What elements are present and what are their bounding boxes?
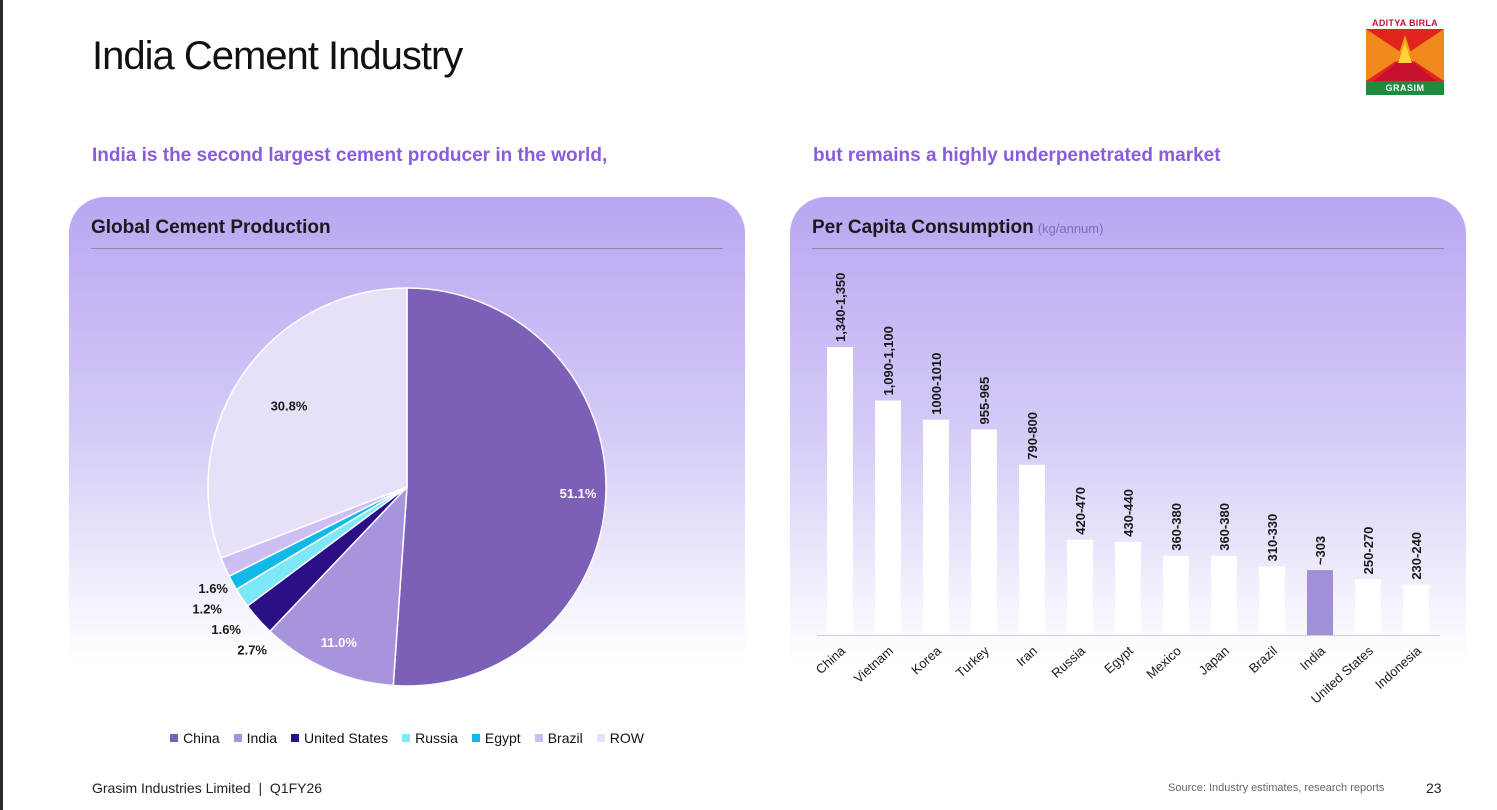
legend-swatch-united-states bbox=[291, 734, 300, 743]
legend-label-russia: Russia bbox=[415, 730, 458, 746]
bar-title-rule bbox=[812, 248, 1444, 249]
bar-category-label-russia: Russia bbox=[1048, 643, 1088, 681]
bar-brazil bbox=[1259, 566, 1285, 635]
bar-chart-title: Per Capita Consumption bbox=[812, 217, 1034, 238]
per-capita-panel: Per Capita Consumption (kg/annum) 1,340-1… bbox=[790, 197, 1466, 725]
bar-value-label-vietnam: 1,090-1,100 bbox=[881, 326, 896, 395]
bar-category-label-brazil: Brazil bbox=[1246, 643, 1280, 676]
bar-value-label-united-states: 250-270 bbox=[1361, 527, 1376, 575]
bar-value-label-egypt: 430-440 bbox=[1121, 489, 1136, 537]
logo-sun-icon bbox=[1366, 29, 1444, 81]
bar-value-label-iran: 790-800 bbox=[1025, 412, 1040, 460]
subhead-left: India is the second largest cement produ… bbox=[92, 145, 608, 166]
legend-item-united-states: United States bbox=[291, 730, 388, 746]
legend-swatch-brazil bbox=[534, 734, 543, 743]
footer-company: Grasim Industries Limited | Q1FY26 bbox=[92, 780, 323, 796]
aditya-birla-grasim-logo: ADITYA BIRLA GRASIM bbox=[1366, 18, 1444, 96]
bar-category-label-iran: Iran bbox=[1013, 643, 1040, 669]
pie-value-label-egypt: 1.2% bbox=[192, 602, 222, 617]
bar-category-label-egypt: Egypt bbox=[1101, 643, 1136, 677]
bar-chart-unit: (kg/annum) bbox=[1037, 221, 1104, 236]
legend-swatch-russia bbox=[402, 734, 411, 743]
legend-item-china: China bbox=[170, 730, 220, 746]
bar-chart-title-wrap: Per Capita Consumption (kg/annum) bbox=[812, 217, 1103, 239]
legend-swatch-china bbox=[170, 734, 179, 743]
pie-title-rule bbox=[91, 248, 723, 249]
bar-value-label-russia: 420-470 bbox=[1073, 487, 1088, 535]
bar-category-label-turkey: Turkey bbox=[953, 643, 993, 681]
bar-category-label-mexico: Mexico bbox=[1143, 643, 1184, 682]
global-production-panel: Global Cement Production 51.1% 11.0% 30.8%… bbox=[69, 197, 745, 746]
legend-swatch-row bbox=[596, 734, 605, 743]
legend-label-egypt: Egypt bbox=[484, 730, 521, 746]
bar-category-label-india: India bbox=[1297, 643, 1329, 674]
logo-bottom-text: GRASIM bbox=[1366, 81, 1444, 95]
pie-value-label-united-states: 2.7% bbox=[237, 643, 267, 658]
pie-chart: 51.1% 11.0% 30.8% 1.6% 1.2% 1.6% 2.7% bbox=[192, 287, 607, 687]
pie-chart-title: Global Cement Production bbox=[91, 217, 331, 238]
bar-japan bbox=[1211, 555, 1237, 635]
bar-indonesia bbox=[1403, 584, 1429, 635]
legend-label-brazil: Brazil bbox=[547, 730, 583, 746]
logo-top-text: ADITYA BIRLA bbox=[1372, 18, 1438, 28]
bar-value-label-brazil: 310-330 bbox=[1265, 514, 1280, 562]
pie-legend: China India United States Russia Egypt Brazil… bbox=[69, 730, 745, 746]
pie-value-label-china: 51.1% bbox=[560, 486, 597, 501]
pie-slice-india bbox=[268, 484, 408, 687]
legend-swatch-egypt bbox=[471, 734, 480, 743]
bar-category-label-indonesia: Indonesia bbox=[1372, 643, 1425, 692]
bar-value-label-indonesia: 230-240 bbox=[1409, 532, 1424, 580]
pie-value-label-brazil: 1.6% bbox=[198, 581, 228, 596]
bar-china bbox=[827, 347, 853, 635]
legend-item-russia: Russia bbox=[402, 730, 458, 746]
bar-vietnam bbox=[875, 400, 901, 635]
legend-label-united-states: United States bbox=[304, 730, 389, 746]
bar-value-label-korea: 1000-1010 bbox=[929, 353, 944, 415]
bar-category-label-china: China bbox=[813, 643, 849, 677]
bar-category-label-vietnam: Vietnam bbox=[851, 643, 896, 686]
bar-turkey bbox=[971, 429, 997, 635]
bar-russia bbox=[1067, 539, 1093, 635]
legend-swatch-india bbox=[233, 734, 242, 743]
bar-united-states bbox=[1355, 579, 1381, 635]
legend-label-row: ROW bbox=[609, 730, 644, 746]
bar-iran bbox=[1019, 464, 1045, 635]
pie-value-label-row: 30.8% bbox=[271, 399, 308, 414]
pie-slice-china bbox=[392, 287, 607, 687]
footer-source: Source: Industry estimates, research rep… bbox=[1168, 782, 1385, 794]
page-number: 23 bbox=[1426, 780, 1442, 796]
bar-category-label-korea: Korea bbox=[908, 643, 944, 678]
left-edge-line bbox=[0, 0, 3, 810]
bar-value-label-india: ~303 bbox=[1313, 536, 1328, 565]
pie-value-label-india: 11.0% bbox=[321, 635, 358, 650]
legend-label-china: China bbox=[183, 730, 220, 746]
bar-value-label-mexico: 360-380 bbox=[1169, 503, 1184, 551]
bar-value-label-china: 1,340-1,350 bbox=[833, 273, 848, 342]
bar-category-label-japan: Japan bbox=[1196, 643, 1232, 678]
bar-india bbox=[1307, 570, 1333, 635]
subhead-right: but remains a highly underpenetrated mar… bbox=[813, 145, 1221, 166]
legend-item-brazil: Brazil bbox=[534, 730, 583, 746]
pie-value-label-russia: 1.6% bbox=[211, 622, 241, 637]
legend-label-india: India bbox=[246, 730, 278, 746]
legend-item-row: ROW bbox=[596, 730, 644, 746]
bar-value-label-japan: 360-380 bbox=[1217, 503, 1232, 551]
legend-item-india: India bbox=[233, 730, 278, 746]
bar-chart: 1,340-1,350 China 1,090-1,100 Vietnam 1000-1… bbox=[813, 273, 1440, 706]
bar-value-label-turkey: 955-965 bbox=[977, 377, 992, 425]
bar-korea bbox=[923, 419, 949, 635]
bar-egypt bbox=[1115, 541, 1141, 635]
slide-title: India Cement Industry bbox=[92, 34, 463, 78]
pie-slice-row bbox=[207, 287, 408, 559]
legend-item-egypt: Egypt bbox=[471, 730, 521, 746]
bar-mexico bbox=[1163, 555, 1189, 635]
